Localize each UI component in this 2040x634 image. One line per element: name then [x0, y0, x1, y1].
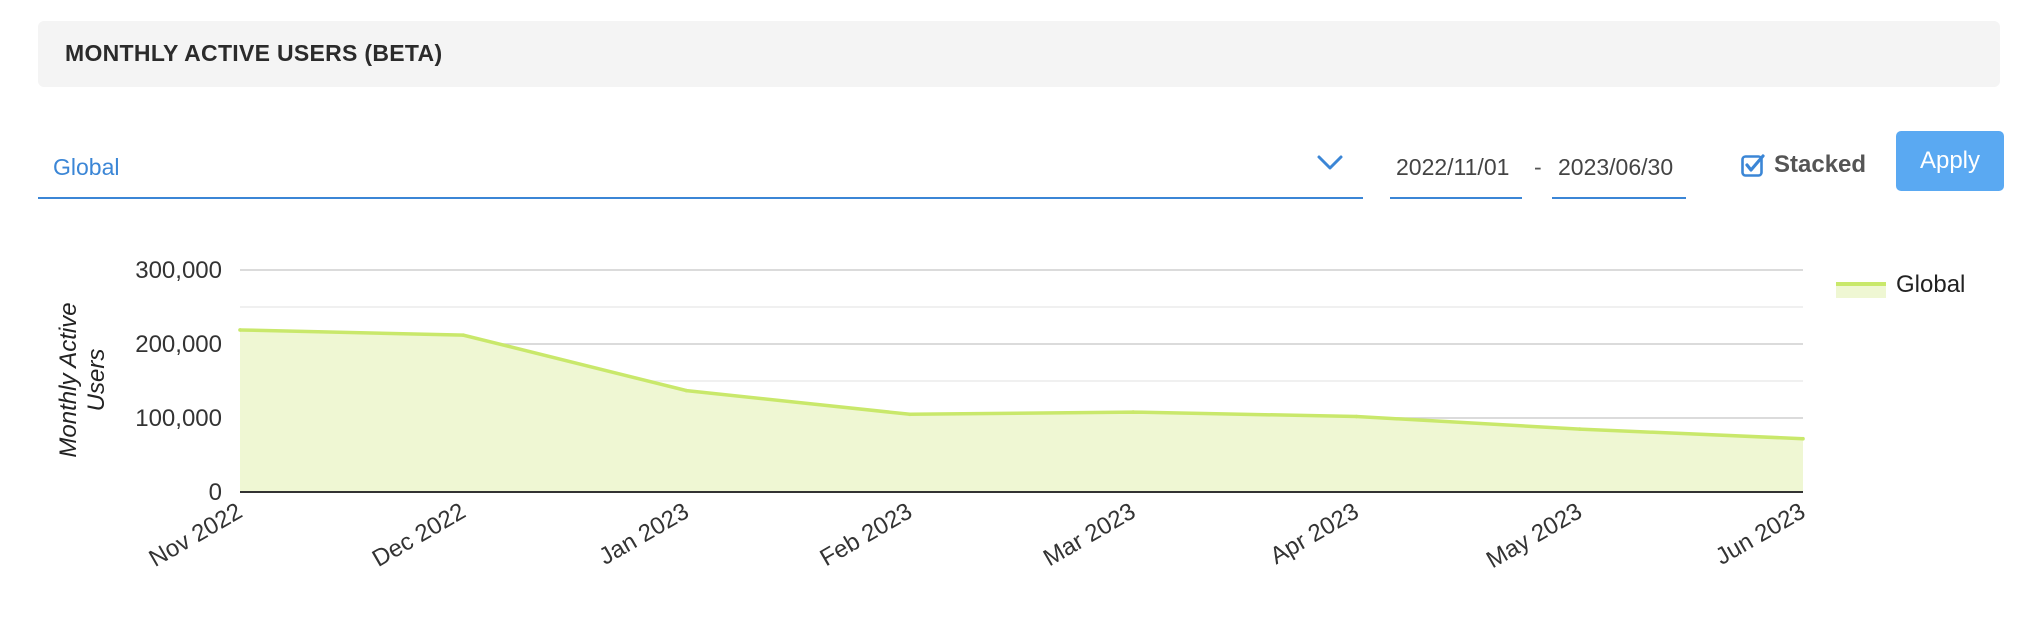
- x-tick-label: Dec 2022: [368, 498, 470, 573]
- stacked-label: Stacked: [1774, 151, 1867, 178]
- series-area: [240, 329, 1803, 492]
- stacked-checkbox[interactable]: Stacked: [1740, 150, 1866, 180]
- page-title: MONTHLY ACTIVE USERS (BETA): [65, 40, 443, 66]
- x-tick-label: Feb 2023: [816, 498, 917, 572]
- legend-swatch-fill: [1836, 284, 1886, 298]
- region-select-value: Global: [53, 154, 120, 180]
- legend: Global: [1836, 271, 1965, 298]
- y-tick-label: 300,000: [135, 257, 222, 284]
- end-date-input[interactable]: 2023/06/30: [1552, 142, 1686, 199]
- x-tick-label: Nov 2022: [145, 498, 247, 573]
- data-point: [1354, 414, 1359, 419]
- y-axis-label: Monthly ActiveUsers: [55, 302, 110, 457]
- data-point: [1577, 427, 1582, 431]
- start-date-value: 2022/11/01: [1396, 154, 1510, 180]
- data-point: [461, 333, 466, 337]
- y-tick-label: 200,000: [135, 331, 222, 358]
- data-point: [238, 328, 242, 332]
- region-select[interactable]: Global: [38, 142, 1363, 199]
- y-tick-label: 100,000: [135, 405, 222, 432]
- checkbox-checked-icon: [1741, 154, 1765, 177]
- x-tick-label: May 2023: [1482, 498, 1587, 574]
- apply-button[interactable]: Apply: [1896, 131, 2004, 191]
- data-point: [1801, 436, 1805, 441]
- start-date-input[interactable]: 2022/11/01: [1390, 142, 1522, 199]
- chevron-down-icon: [1317, 155, 1343, 170]
- data-points: [238, 328, 1805, 441]
- data-point: [1131, 410, 1135, 414]
- mau-chart: 0 100,000 200,000 300,000 Nov 2022 Dec 2022 J…: [55, 257, 1965, 574]
- legend-label: Global: [1896, 271, 1965, 298]
- data-point: [684, 388, 689, 393]
- x-tick-label: Apr 2023: [1266, 498, 1364, 570]
- data-point: [908, 412, 912, 417]
- x-tick-label: Jun 2023: [1711, 498, 1810, 571]
- x-tick-label: Mar 2023: [1039, 498, 1140, 572]
- end-date-value: 2023/06/30: [1558, 154, 1674, 180]
- x-tick-label: Jan 2023: [595, 498, 694, 571]
- x-tick-labels: Nov 2022 Dec 2022 Jan 2023 Feb 2023 Mar 2023…: [145, 498, 1810, 574]
- series-line: [239, 328, 1804, 441]
- y-tick-labels: 0 100,000 200,000 300,000: [135, 257, 222, 506]
- panel-header: MONTHLY ACTIVE USERS (BETA): [38, 21, 2000, 87]
- y-tick-label: 0: [209, 479, 222, 506]
- date-range-separator: -: [1534, 154, 1542, 180]
